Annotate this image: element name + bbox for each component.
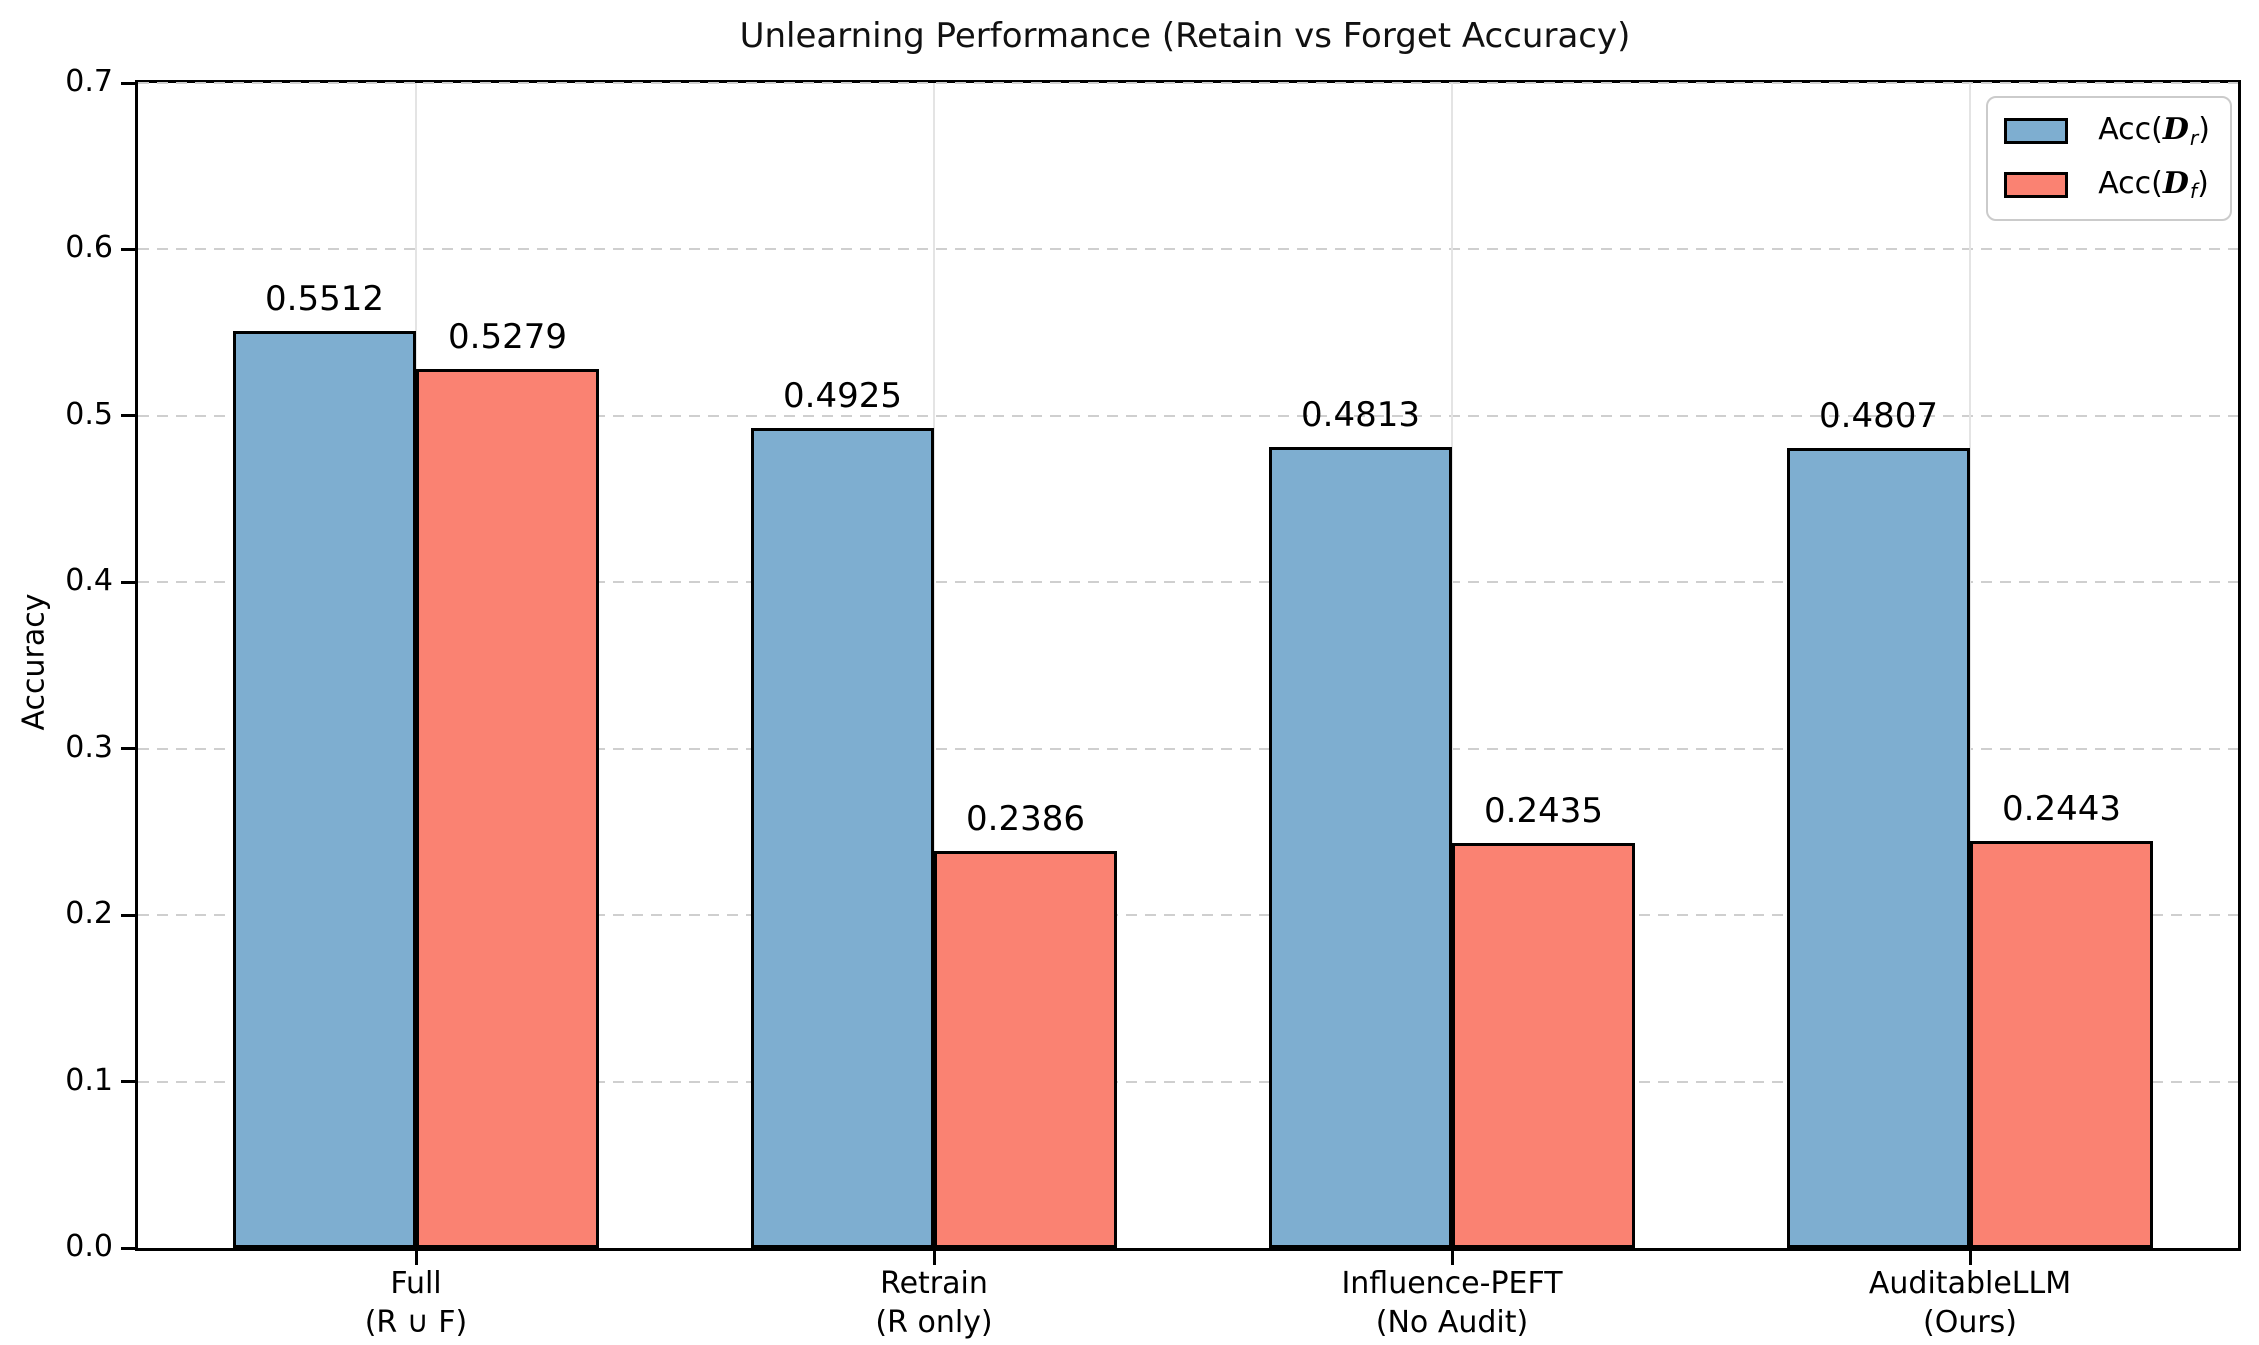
- script-d-symbol: D: [2162, 112, 2189, 147]
- plot-area: Acc(Dr) Acc(Df) 0.0 0.1 0.2 0.3 0.4 0.5 0.6 0.7…: [65, 64, 2241, 1340]
- x-category-label: Influence-PEFT (No Audit): [1222, 1264, 1682, 1342]
- legend-swatch-retain-accuracy: [2004, 117, 2069, 144]
- x-tick-mark: [932, 1251, 936, 1265]
- y-tick-mark: [121, 1080, 135, 1084]
- script-d-symbol: D: [2162, 165, 2189, 201]
- x-category-label-line1: Retrain: [880, 1266, 988, 1301]
- bar-value-label: 0.4925: [783, 376, 902, 417]
- gridline-h: [138, 414, 2238, 417]
- gridline-h: [138, 581, 2238, 584]
- legend-row-retain-accuracy: Acc(Dr): [2004, 112, 2210, 150]
- bar-accdf-0: [416, 369, 599, 1248]
- y-tick-label: 0.3: [65, 729, 113, 765]
- x-tick-mark: [1450, 1251, 1454, 1265]
- bar-value-label: 0.2386: [966, 798, 1085, 839]
- y-tick-mark: [121, 913, 135, 917]
- y-axis-label: Accuracy: [16, 593, 52, 731]
- gridline-v: [933, 83, 935, 1248]
- x-category-label: AuditableLLM (Ours): [1740, 1264, 2200, 1342]
- legend-text: ): [2198, 112, 2210, 147]
- gridline-h: [138, 747, 2238, 750]
- x-category-label-line2: (R only): [875, 1305, 993, 1340]
- y-tick-label: 0.4: [65, 563, 113, 599]
- gridline-h: [138, 248, 2238, 251]
- x-category-label: Full (R ∪ F): [186, 1264, 646, 1342]
- legend-text: Acc(: [2098, 112, 2163, 147]
- y-tick-label: 0.2: [65, 896, 113, 932]
- y-tick-label: 0.1: [65, 1062, 113, 1098]
- legend-label-forget-accuracy: Acc(Df): [2098, 166, 2209, 204]
- y-tick-mark: [121, 81, 135, 85]
- bar-value-label: 0.2435: [1484, 790, 1603, 831]
- bar-value-label: 0.4807: [1819, 395, 1938, 436]
- legend-swatch-forget-accuracy: [2004, 171, 2069, 198]
- y-tick-mark: [121, 747, 135, 751]
- bar-accdr-3: [1787, 447, 1970, 1248]
- subscript-r: r: [2189, 125, 2199, 150]
- y-tick-mark: [121, 580, 135, 584]
- bar-accdr-0: [233, 330, 416, 1248]
- bar-accdr-1: [751, 428, 934, 1248]
- x-category-label: Retrain (R only): [704, 1264, 1164, 1342]
- legend-row-forget-accuracy: Acc(Df): [2004, 166, 2210, 204]
- x-tick-mark: [414, 1251, 418, 1265]
- bar-value-label: 0.5279: [448, 317, 567, 358]
- legend-text: ): [2197, 165, 2209, 201]
- x-category-label-line1: Full: [390, 1266, 442, 1301]
- x-tick-mark: [1968, 1251, 1972, 1265]
- y-tick-mark: [121, 1246, 135, 1250]
- bar-value-label: 0.5512: [265, 278, 384, 319]
- chart-title: Unlearning Performance (Retain vs Forget…: [739, 16, 1631, 56]
- x-category-label-line2: (R ∪ F): [364, 1305, 468, 1340]
- y-tick-label: 0.0: [65, 1229, 113, 1264]
- gridline-h: [138, 914, 2238, 917]
- x-category-label-line1: AuditableLLM: [1868, 1266, 2072, 1301]
- y-tick-mark: [121, 414, 135, 418]
- x-category-label-line2: (Ours): [1923, 1305, 2017, 1340]
- gridline-h: [138, 1080, 2238, 1083]
- legend: Acc(Dr) Acc(Df): [1986, 96, 2232, 222]
- bar-accdf-3: [1970, 841, 2153, 1248]
- gridline-v: [1451, 83, 1453, 1248]
- x-category-label-line2: (No Audit): [1375, 1305, 1529, 1340]
- gridline-h: [138, 82, 2238, 84]
- legend-text: Acc(: [2098, 165, 2163, 201]
- bar-value-label: 0.4813: [1301, 394, 1420, 435]
- subscript-f: f: [2189, 179, 2198, 204]
- y-tick-mark: [121, 247, 135, 251]
- y-tick-label: 0.7: [65, 64, 113, 99]
- bar-accdf-2: [1452, 842, 1635, 1248]
- y-tick-label: 0.5: [65, 396, 113, 432]
- x-category-label-line1: Influence-PEFT: [1341, 1266, 1563, 1301]
- bar-accdf-1: [934, 850, 1117, 1248]
- bar-value-label: 0.2443: [2002, 789, 2121, 830]
- gridline-v: [1969, 83, 1971, 1248]
- bar-accdr-2: [1269, 446, 1452, 1248]
- legend-label-retain-accuracy: Acc(Dr): [2098, 112, 2210, 150]
- y-tick-label: 0.6: [65, 230, 113, 266]
